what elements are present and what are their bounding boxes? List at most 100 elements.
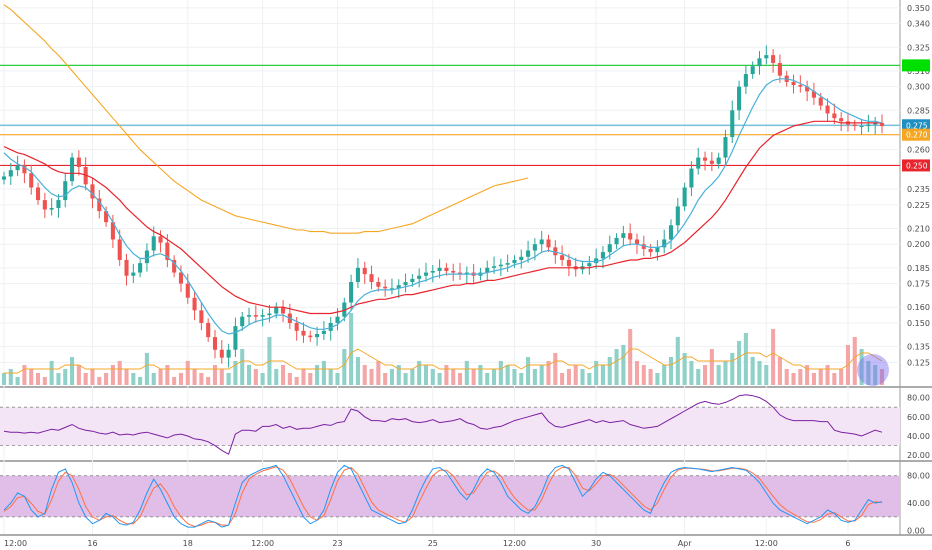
stoch-tick-label: 80.00 — [907, 472, 930, 481]
time-tick-label: 6 — [845, 539, 850, 548]
rsi-tick-label: 20.00 — [907, 451, 930, 460]
candle-body — [138, 263, 143, 273]
volume-bar — [811, 373, 816, 385]
candle-body — [90, 184, 95, 199]
volume-bar — [519, 373, 524, 385]
price-label-box — [902, 59, 930, 72]
volume-bar — [492, 369, 497, 385]
volume-bar — [369, 369, 374, 385]
candle-body — [553, 247, 558, 256]
candle-body — [430, 270, 435, 273]
candle-body — [165, 242, 170, 260]
candle-body — [246, 315, 252, 317]
candle-body — [315, 334, 320, 338]
candle-body — [267, 313, 272, 316]
candle-body — [628, 233, 633, 240]
candle-body — [723, 137, 728, 158]
volume-bar — [696, 369, 701, 385]
volume-bar — [879, 369, 885, 385]
candle-body — [743, 74, 748, 87]
stoch-tick-label: 0.00 — [907, 527, 925, 536]
volume-bar — [852, 337, 857, 385]
volume-bar — [117, 361, 122, 385]
volume-bar — [192, 369, 197, 385]
ma-fast-line — [3, 78, 883, 335]
stoch-tick-label: 40.00 — [907, 499, 930, 508]
moving-average-slow — [3, 4, 529, 234]
candle-body — [607, 244, 612, 253]
candle-body — [192, 297, 197, 311]
volume-bar — [423, 365, 429, 385]
candle-body — [873, 122, 878, 125]
candle-body — [737, 86, 742, 111]
candle-body — [757, 58, 762, 67]
volume-bar — [240, 349, 245, 385]
volume-bar — [764, 365, 769, 385]
candle-body — [308, 335, 313, 338]
price-label-box — [902, 128, 930, 141]
price-tick-label: 0.340 — [907, 20, 930, 29]
volume-bar — [471, 369, 476, 385]
candle-body — [206, 322, 211, 338]
volume-bar — [260, 373, 265, 385]
candle-body — [859, 126, 864, 128]
volume-bar — [410, 369, 415, 385]
candle-body — [342, 302, 347, 317]
candle-body — [260, 315, 265, 317]
rsi-band — [0, 407, 900, 446]
candle-body — [274, 307, 279, 314]
volume-bar — [1, 373, 7, 385]
candle-body — [451, 270, 456, 273]
volume-bar — [206, 377, 211, 385]
volume-bar — [791, 373, 796, 385]
volume-bar — [417, 361, 422, 385]
volume-bar — [35, 373, 41, 385]
candle-body — [709, 160, 714, 164]
volume-bar — [199, 373, 204, 385]
volume-bar — [76, 365, 81, 385]
volume-bar — [185, 361, 190, 385]
volume-bar — [526, 357, 531, 385]
volume-bar — [15, 377, 20, 385]
candle-body — [750, 66, 755, 75]
volume-bar — [301, 369, 306, 385]
candle-body — [35, 187, 41, 201]
volume-bar — [246, 365, 252, 385]
volume-bar — [70, 357, 75, 385]
price-tick-label: 0.260 — [907, 146, 930, 155]
volume-bar — [716, 365, 721, 385]
rsi-tick-label: 40.00 — [907, 432, 930, 441]
price-tick-label: 0.185 — [907, 264, 930, 273]
price-tick-label: 0.175 — [907, 280, 930, 289]
volume-bar — [349, 313, 354, 385]
volume-bar — [621, 345, 626, 385]
candle-body — [771, 55, 776, 64]
candle-body — [498, 264, 503, 267]
price-tick-label: 0.210 — [907, 224, 930, 233]
candle-body — [383, 286, 388, 289]
candle-body — [178, 272, 184, 284]
candle-body — [355, 267, 360, 283]
candle-body — [199, 310, 204, 323]
volume-bar — [757, 361, 762, 385]
volume-bar — [648, 369, 653, 385]
price-label-box — [902, 159, 930, 172]
candle-body — [505, 263, 510, 265]
candle-body — [587, 263, 592, 267]
candle-body — [485, 267, 490, 273]
volume-bar — [532, 369, 537, 385]
ma-slow-line — [3, 4, 529, 234]
volume-bar — [383, 373, 388, 385]
time-tick-label: Apr — [678, 539, 693, 548]
volume-bar — [560, 373, 565, 385]
volume-bar — [110, 365, 115, 385]
candle-body — [56, 200, 61, 208]
price-tick-label: 0.300 — [907, 83, 930, 92]
volume-bar — [709, 349, 714, 385]
candle-body — [321, 330, 326, 335]
volume-bar — [614, 349, 619, 385]
volume-bar — [22, 365, 27, 385]
candle-body — [539, 239, 544, 245]
volume-bar — [859, 349, 864, 385]
volume-bar — [485, 373, 490, 385]
